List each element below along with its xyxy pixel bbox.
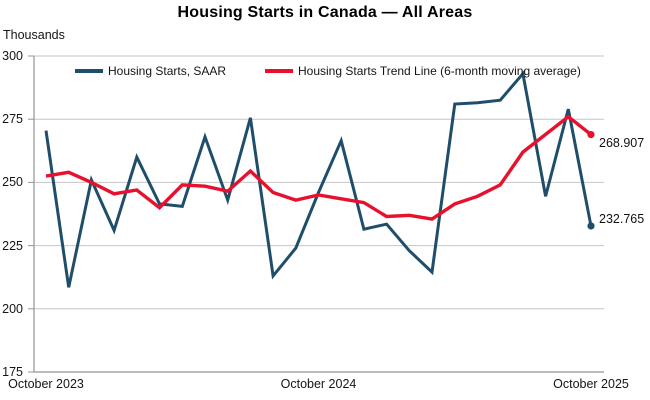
saar-line-swatch-icon bbox=[75, 68, 103, 73]
x-tick-label: October 2024 bbox=[280, 377, 357, 391]
legend-label-saar: Housing Starts, SAAR bbox=[108, 63, 227, 78]
y-tick-label: 300 bbox=[2, 49, 23, 63]
trend-line bbox=[45, 114, 593, 221]
trend-end-dot bbox=[587, 131, 595, 139]
axes bbox=[28, 55, 604, 373]
data-series bbox=[44, 70, 595, 288]
y-tick-label: 175 bbox=[2, 365, 23, 379]
y-tick-label: 200 bbox=[2, 301, 23, 316]
gridlines bbox=[34, 55, 604, 310]
x-tick-label: October 2025 bbox=[553, 377, 629, 391]
y-tick-label: 250 bbox=[2, 175, 23, 190]
y-axis-unit-label: Thousands bbox=[3, 28, 65, 42]
legend-item-saar: Housing Starts, SAAR bbox=[75, 63, 226, 78]
trend-end-value-label: 268.907 bbox=[599, 135, 645, 150]
legend-item-trend: Housing Starts Trend Line (6-month movin… bbox=[265, 63, 581, 78]
y-tick-label: 275 bbox=[2, 112, 23, 127]
saar-end-value-label: 232.765 bbox=[599, 211, 645, 226]
trend-line-swatch-icon bbox=[265, 68, 293, 73]
y-tick-label: 225 bbox=[2, 238, 23, 253]
legend-label-trend: Housing Starts Trend Line (6-month movin… bbox=[298, 63, 581, 78]
chart-title: Housing Starts in Canada — All Areas bbox=[177, 4, 473, 21]
x-tick-label: October 2023 bbox=[8, 377, 84, 391]
saar-line bbox=[44, 70, 593, 288]
saar-end-dot bbox=[587, 222, 595, 230]
